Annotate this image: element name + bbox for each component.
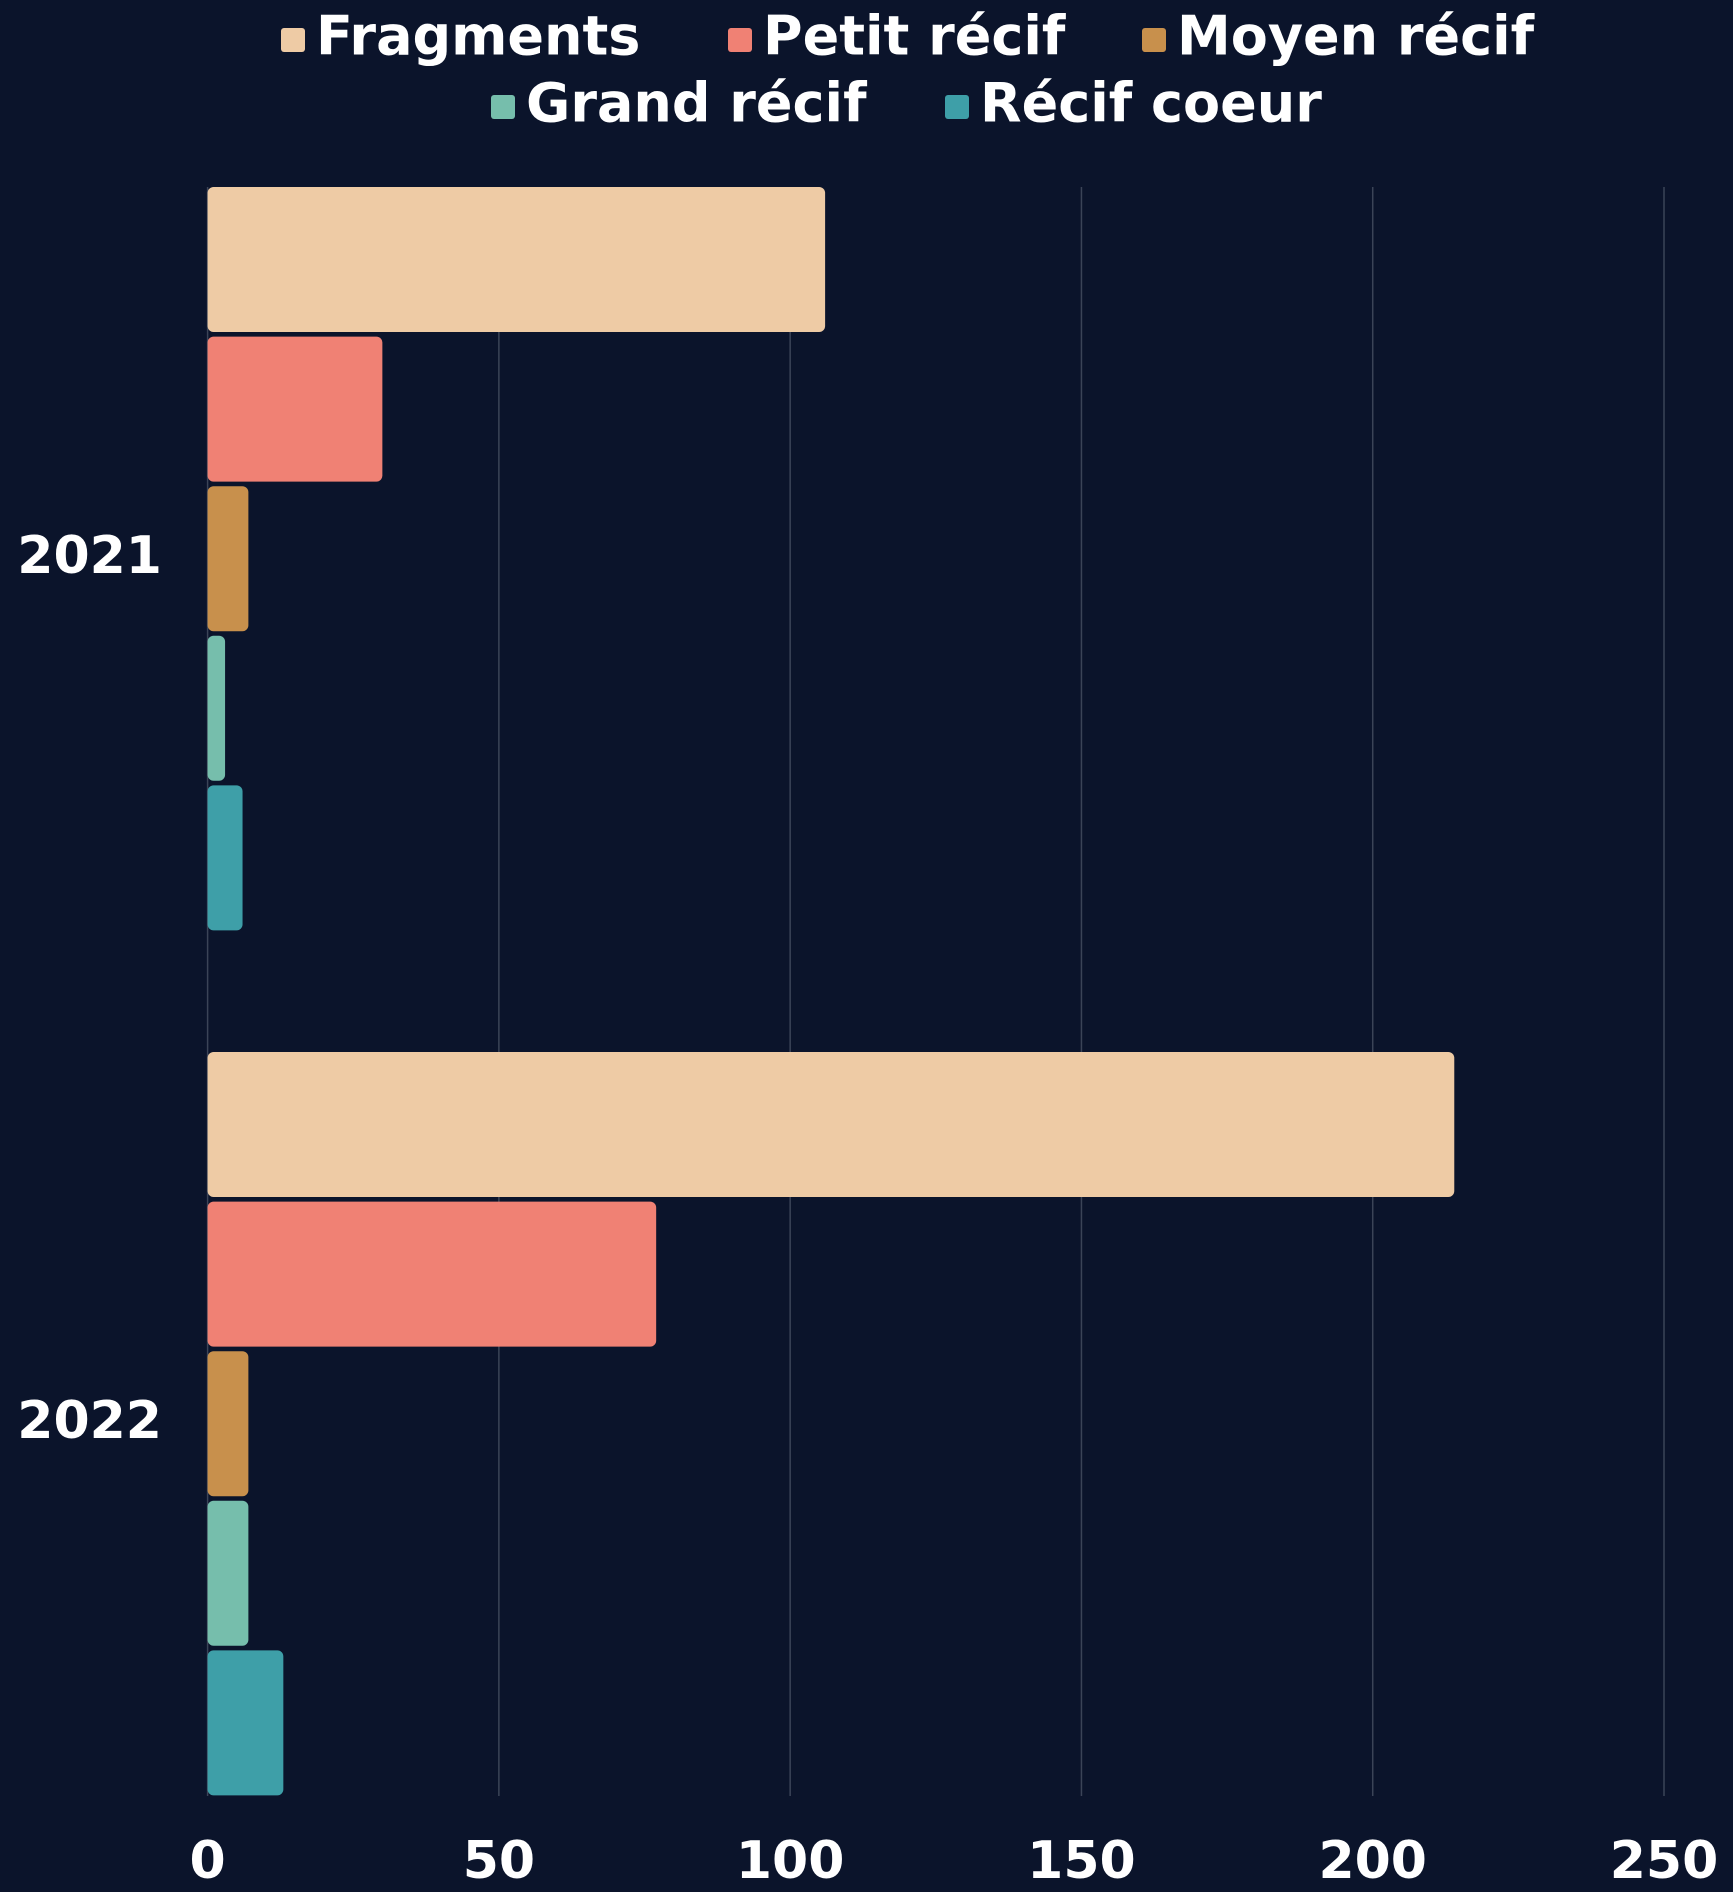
- bar: [207, 635, 226, 781]
- bar: [207, 1052, 1455, 1197]
- x-tick-label: 50: [463, 1831, 535, 1891]
- y-tick-label: 2021: [17, 526, 162, 586]
- bar: [207, 1351, 249, 1497]
- bar: [207, 1500, 249, 1646]
- bar: [207, 187, 826, 332]
- bar: [207, 785, 243, 931]
- legend-label: Récif coeur: [980, 72, 1322, 135]
- legend-marker: [491, 95, 515, 119]
- x-tick-label: 150: [1027, 1831, 1136, 1891]
- legend-label: Petit récif: [763, 5, 1066, 68]
- legend-marker: [1142, 28, 1166, 52]
- x-tick-label: 100: [736, 1831, 845, 1891]
- bar: [207, 1650, 284, 1796]
- bar: [207, 486, 249, 632]
- legend-marker: [728, 28, 752, 52]
- legend-marker: [281, 28, 305, 52]
- legend-marker: [945, 95, 969, 119]
- legend-label: Grand récif: [526, 72, 867, 135]
- y-tick-label: 2022: [17, 1391, 162, 1451]
- legend-label: Moyen récif: [1177, 5, 1535, 68]
- legend-label: Fragments: [316, 5, 640, 68]
- x-tick-label: 250: [1610, 1831, 1719, 1891]
- bar: [207, 336, 383, 482]
- x-tick-label: 0: [190, 1831, 226, 1891]
- bar: [207, 1201, 657, 1347]
- x-tick-label: 200: [1318, 1831, 1427, 1891]
